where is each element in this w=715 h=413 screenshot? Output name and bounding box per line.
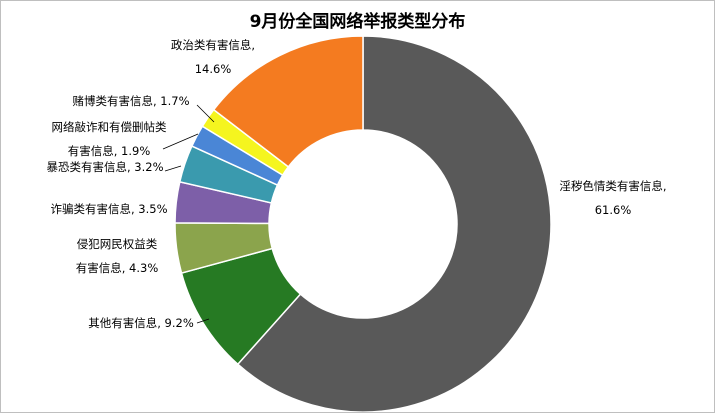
slice-label-3-line-0: 诈骗类有害信息, 3.5% <box>50 202 167 216</box>
slice-label-4: 暴恐类有害信息, 3.2% <box>46 160 163 174</box>
leader-line-5 <box>162 133 199 150</box>
leader-line-6 <box>196 104 215 123</box>
donut-slice-0 <box>236 35 552 412</box>
slice-label-2-line-0: 侵犯网民权益类 <box>77 237 158 251</box>
slice-label-0: 淫秽色情类有害信息, 61.6% <box>559 179 666 217</box>
donut-slice-7 <box>212 35 364 168</box>
slice-label-7-line-1: 14.6% <box>195 62 232 76</box>
slice-label-0-line-0: 淫秽色情类有害信息, <box>559 179 666 193</box>
leader-line-1 <box>196 318 210 324</box>
slice-label-5-line-1: 有害信息, 1.9% <box>68 144 151 158</box>
slice-label-3: 诈骗类有害信息, 3.5% <box>50 202 167 216</box>
slice-label-2: 侵犯网民权益类有害信息, 4.3% <box>76 237 159 275</box>
slice-label-0-line-1: 61.6% <box>595 203 632 217</box>
leader-line-4 <box>164 165 182 172</box>
slice-label-5-line-0: 网络敲诈和有偿删帖类 <box>52 120 167 134</box>
slice-label-1-line-0: 其他有害信息, 9.2% <box>88 316 194 330</box>
slice-label-1: 其他有害信息, 9.2% <box>88 316 194 330</box>
chart-title: 9月份全国网络举报类型分布 <box>249 12 466 32</box>
slice-label-4-line-0: 暴恐类有害信息, 3.2% <box>46 160 163 174</box>
slice-label-6: 赌博类有害信息, 1.7% <box>72 94 189 108</box>
slice-label-6-line-0: 赌博类有害信息, 1.7% <box>72 94 189 108</box>
slice-label-5: 网络敲诈和有偿删帖类有害信息, 1.9% <box>52 120 167 158</box>
slice-label-7-line-0: 政治类有害信息, <box>171 38 255 52</box>
slice-label-2-line-1: 有害信息, 4.3% <box>76 261 159 275</box>
slice-label-7: 政治类有害信息, 14.6% <box>171 38 255 76</box>
